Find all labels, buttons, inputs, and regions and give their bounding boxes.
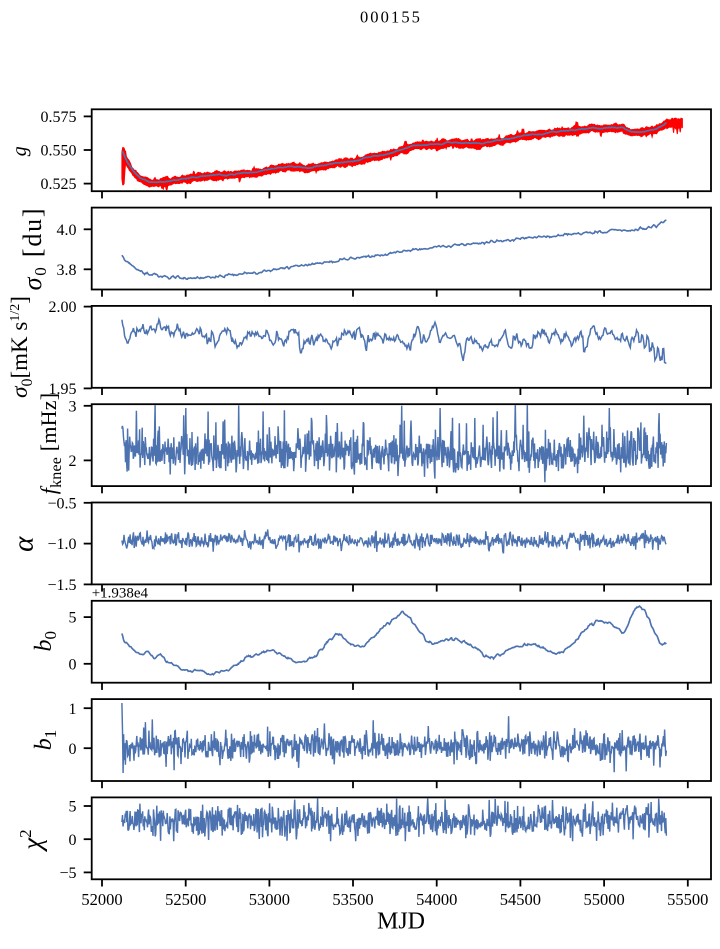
svg-text:0.550: 0.550 xyxy=(41,143,77,160)
svg-text:5: 5 xyxy=(69,799,77,816)
svg-text:fknee [mHz]: fknee [mHz] xyxy=(36,393,65,494)
svg-text:52500: 52500 xyxy=(165,890,206,909)
svg-text:52000: 52000 xyxy=(81,890,122,909)
svg-text:g: g xyxy=(9,146,31,156)
svg-text:1: 1 xyxy=(69,701,77,718)
svg-text:1.95: 1.95 xyxy=(49,381,77,398)
svg-text:54000: 54000 xyxy=(416,890,457,909)
svg-text:5: 5 xyxy=(69,610,77,627)
svg-text:53500: 53500 xyxy=(332,890,373,909)
svg-text:000155: 000155 xyxy=(360,8,422,27)
svg-text:χ2: χ2 xyxy=(16,829,47,852)
svg-text:0.525: 0.525 xyxy=(41,176,77,193)
svg-text:+1.938e4: +1.938e4 xyxy=(92,586,149,602)
svg-text:MJD: MJD xyxy=(377,909,425,935)
svg-text:2: 2 xyxy=(69,453,77,470)
svg-text:2.00: 2.00 xyxy=(49,299,77,316)
svg-text:54500: 54500 xyxy=(500,890,541,909)
svg-text:53000: 53000 xyxy=(249,890,290,909)
svg-text:0: 0 xyxy=(69,741,77,758)
svg-text:0.575: 0.575 xyxy=(41,109,77,126)
svg-text:−1.0: −1.0 xyxy=(47,536,76,553)
svg-text:−0.5: −0.5 xyxy=(47,495,76,512)
svg-text:b1: b1 xyxy=(31,730,60,751)
svg-text:σ0 [du]: σ0 [du] xyxy=(18,207,50,291)
svg-text:α: α xyxy=(8,536,40,552)
svg-text:3.8: 3.8 xyxy=(57,262,77,279)
svg-text:55500: 55500 xyxy=(667,890,708,909)
svg-text:0: 0 xyxy=(69,656,77,673)
svg-text:55000: 55000 xyxy=(583,890,624,909)
svg-text:0: 0 xyxy=(69,832,77,849)
svg-text:b0: b0 xyxy=(31,631,60,652)
svg-text:σ0[mK s1/2]: σ0[mK s1/2] xyxy=(7,296,36,398)
svg-text:−5: −5 xyxy=(59,865,76,882)
svg-text:3: 3 xyxy=(69,398,77,415)
svg-text:−1.5: −1.5 xyxy=(47,577,76,594)
svg-text:4.0: 4.0 xyxy=(57,222,77,239)
